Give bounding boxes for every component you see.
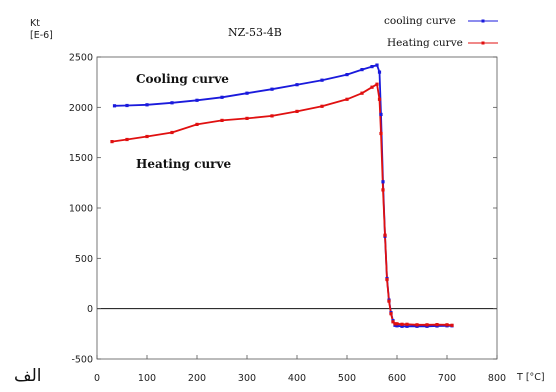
y-tick-label: 1500: [69, 153, 93, 164]
x-tick-label: 700: [438, 373, 456, 384]
x-tick-label: 500: [338, 373, 356, 384]
data-point-heating: [435, 323, 439, 327]
data-point-heating: [395, 322, 399, 326]
data-point-cooling: [375, 63, 379, 67]
data-point-heating: [389, 312, 393, 316]
x-tick-label: 400: [288, 373, 306, 384]
annotation-cooling: Cooling curve: [136, 72, 229, 86]
data-point-heating: [377, 97, 382, 101]
data-point-heating: [220, 118, 224, 122]
data-point-heating: [391, 320, 395, 324]
data-point-heating: [375, 82, 379, 86]
corner-label: الف: [14, 366, 42, 386]
data-point-heating: [320, 104, 324, 108]
data-point-heating: [425, 323, 429, 327]
x-tick-label: 300: [238, 373, 256, 384]
legend-label-heating: Heating curve: [387, 37, 463, 49]
chart-title: NZ-53-4B: [228, 26, 282, 39]
data-point-heating: [345, 97, 349, 101]
data-point-cooling: [320, 78, 324, 82]
y-axis-label-unit: Kt: [30, 18, 40, 29]
data-point-heating: [405, 322, 409, 326]
data-point-cooling: [379, 112, 383, 116]
legend-label-cooling: cooling curve: [384, 15, 456, 27]
x-tick-label: 0: [94, 373, 100, 384]
y-tick-label: 2000: [69, 103, 93, 114]
data-point-heating: [393, 322, 397, 326]
data-point-cooling: [360, 68, 364, 72]
data-point-heating: [145, 134, 149, 139]
data-point-heating: [360, 91, 364, 95]
y-tick-label: 500: [75, 254, 93, 265]
data-point-heating: [400, 322, 404, 326]
data-point-cooling: [145, 103, 149, 107]
data-point-cooling: [405, 324, 409, 328]
data-point-heating: [110, 140, 114, 144]
data-point-heating: [450, 323, 454, 327]
legend-marker-cooling: [481, 19, 485, 23]
x-tick-label: 200: [188, 373, 206, 384]
data-point-heating: [415, 323, 419, 327]
data-point-heating: [379, 131, 383, 136]
data-point-cooling: [270, 87, 274, 91]
series-points: [110, 63, 454, 328]
data-point-cooling: [395, 324, 399, 328]
data-point-cooling: [220, 95, 224, 99]
y-axis-label-scale: [E-6]: [30, 30, 53, 41]
legend-marker-heating: [481, 41, 485, 45]
data-point-cooling: [345, 73, 349, 77]
x-tick-label: 800: [488, 373, 506, 384]
x-tick-label: 600: [388, 373, 406, 384]
data-point-heating: [295, 109, 299, 113]
data-point-heating: [170, 130, 174, 135]
data-point-cooling: [245, 91, 249, 95]
data-point-cooling: [400, 324, 404, 328]
data-point-heating: [387, 299, 391, 303]
data-point-heating: [195, 122, 199, 126]
x-tick-label: 100: [138, 373, 156, 384]
y-tick-label: 1000: [69, 204, 93, 215]
data-point-heating: [383, 233, 387, 237]
data-point-cooling: [381, 180, 385, 184]
x-axis-label: T [°C]: [516, 372, 545, 383]
data-point-heating: [270, 114, 274, 118]
annotation-heating: Heating curve: [136, 157, 231, 171]
data-point-heating: [445, 323, 449, 327]
data-point-cooling: [370, 65, 374, 69]
data-point-cooling: [125, 103, 129, 108]
legend: cooling curve Heating curve: [384, 15, 498, 49]
data-point-heating: [125, 137, 129, 142]
plot-frame: [96, 56, 498, 360]
y-tick-label: 0: [87, 304, 93, 315]
data-point-cooling: [170, 101, 174, 105]
data-point-heating: [245, 116, 249, 120]
data-point-cooling: [112, 104, 117, 108]
data-point-heating: [385, 277, 389, 282]
data-point-cooling: [377, 70, 382, 74]
data-point-cooling: [195, 98, 199, 102]
data-point-heating: [381, 188, 385, 192]
y-tick-label: -500: [71, 355, 93, 366]
data-point-cooling: [295, 83, 299, 87]
y-tick-label: 2500: [69, 53, 93, 64]
data-point-heating: [370, 85, 374, 89]
